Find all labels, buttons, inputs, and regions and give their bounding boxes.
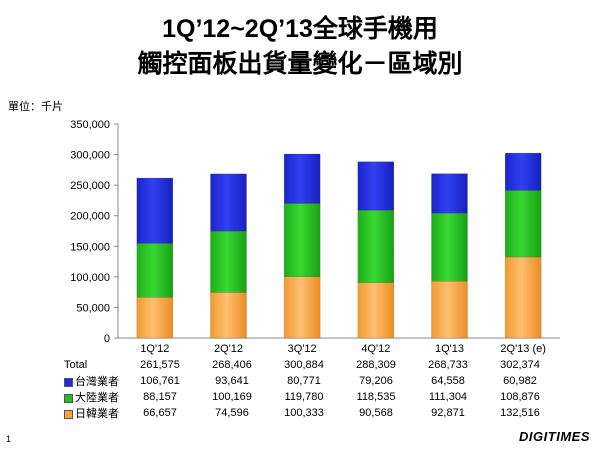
data-cell: 93,641	[215, 375, 249, 387]
total-value: 268,733	[428, 359, 468, 371]
data-cell: 60,982	[503, 375, 537, 387]
total-value: 268,406	[212, 359, 252, 371]
bar-segment-series1-cat3	[357, 209, 395, 283]
data-table: Total 261,575 268,406 300,884 288,309 268,733…	[60, 357, 556, 421]
series-legend-key: 大陸業者	[60, 389, 124, 405]
row-label-total: Total	[64, 359, 88, 371]
table-row-series0: 日韓業者 66,657 74,596 100,333 90,568 92,871 132,5…	[60, 405, 556, 421]
data-cell: 64,558	[431, 375, 465, 387]
data-cell: 100,333	[284, 407, 324, 419]
data-cell: 111,304	[428, 391, 468, 403]
bar-segment-series1-cat4	[431, 212, 468, 282]
y-tick-label: 300,000	[70, 150, 110, 162]
data-cell: 132,516	[500, 407, 540, 419]
x-category-label: 1Q'13	[435, 343, 464, 355]
total-value: 288,309	[356, 359, 396, 371]
series-legend-key: 日韓業者	[60, 405, 124, 421]
bar-segment-series0-cat3	[357, 282, 395, 339]
bar-segment-series1-cat2	[283, 203, 321, 277]
chart-title-line1: 1Q’12~2Q’13全球手機用	[162, 15, 438, 43]
legend-swatch	[64, 409, 73, 419]
chart-title-line2: 觸控面板出貨量變化－區域別	[137, 50, 463, 78]
table-row-series1: 大陸業者 88,157 100,169 119,780 118,535 111,304 10…	[60, 389, 556, 405]
series-name: 日韓業者	[75, 408, 119, 420]
page-number: 1	[6, 434, 12, 444]
bar-segment-series2-cat2	[283, 153, 321, 204]
total-value: 261,575	[140, 359, 180, 371]
x-category-label: 3Q'12	[288, 343, 317, 355]
data-cell: 88,157	[143, 391, 177, 403]
data-cell: 106,761	[140, 375, 180, 387]
stacked-bar-chart: 0 50,000 100,000 150,000 200,000 250,000 300,0…	[70, 119, 560, 355]
data-cell: 119,780	[284, 391, 324, 403]
legend-swatch	[64, 393, 73, 403]
unit-label: 單位：千片	[8, 101, 63, 113]
data-cell: 108,876	[500, 391, 540, 403]
y-tick-label: 350,000	[70, 119, 110, 131]
bar-segment-series0-cat4	[431, 280, 468, 339]
bar-segment-series2-cat1	[210, 173, 247, 232]
y-tick-label: 0	[104, 333, 110, 345]
bar-segment-series0-cat1	[210, 292, 247, 339]
total-value: 302,374	[500, 359, 540, 371]
table-row-total: Total 261,575 268,406 300,884 288,309 268,733…	[60, 357, 556, 373]
data-cell: 90,568	[359, 407, 393, 419]
series-name: 大陸業者	[75, 392, 119, 404]
total-value: 300,884	[284, 359, 324, 371]
series-legend-key: 台灣業者	[60, 373, 124, 389]
series-name: 台灣業者	[75, 376, 119, 388]
bar-segment-series2-cat0	[136, 177, 174, 244]
bar-segment-series2-cat3	[357, 161, 395, 211]
data-cell: 118,535	[356, 391, 396, 403]
y-tick-label: 100,000	[70, 272, 110, 284]
data-cell: 79,206	[359, 375, 393, 387]
y-tick-label: 150,000	[70, 241, 110, 253]
data-cell: 74,596	[215, 407, 249, 419]
x-category-label: 1Q'12	[140, 343, 169, 355]
bar-segment-series2-cat5	[504, 152, 542, 191]
data-cell: 80,771	[287, 375, 321, 387]
brand-logo: DIGITIMES	[519, 429, 590, 444]
data-cell: 100,169	[212, 391, 252, 403]
y-tick-label: 250,000	[70, 180, 110, 192]
data-cell: 66,657	[143, 407, 177, 419]
x-category-label: 2Q'12	[214, 343, 243, 355]
bar-segment-series0-cat5	[504, 256, 542, 339]
bar-segment-series2-cat4	[431, 173, 468, 214]
bar-segment-series1-cat1	[210, 230, 247, 293]
table-row-series2: 台灣業者 106,761 93,641 80,771 79,206 64,558 60,98…	[60, 373, 556, 389]
y-tick-label: 200,000	[70, 211, 110, 223]
bar-segment-series0-cat0	[136, 296, 174, 339]
bar-segment-series0-cat2	[283, 276, 321, 339]
bar-segment-series1-cat5	[504, 190, 542, 258]
data-cell: 92,871	[431, 407, 465, 419]
legend-swatch	[64, 377, 73, 387]
x-category-label: 4Q'12	[361, 343, 390, 355]
bar-segment-series1-cat0	[136, 243, 174, 298]
x-category-label: 2Q'13 (e)	[500, 343, 546, 355]
y-tick-label: 50,000	[76, 302, 110, 314]
